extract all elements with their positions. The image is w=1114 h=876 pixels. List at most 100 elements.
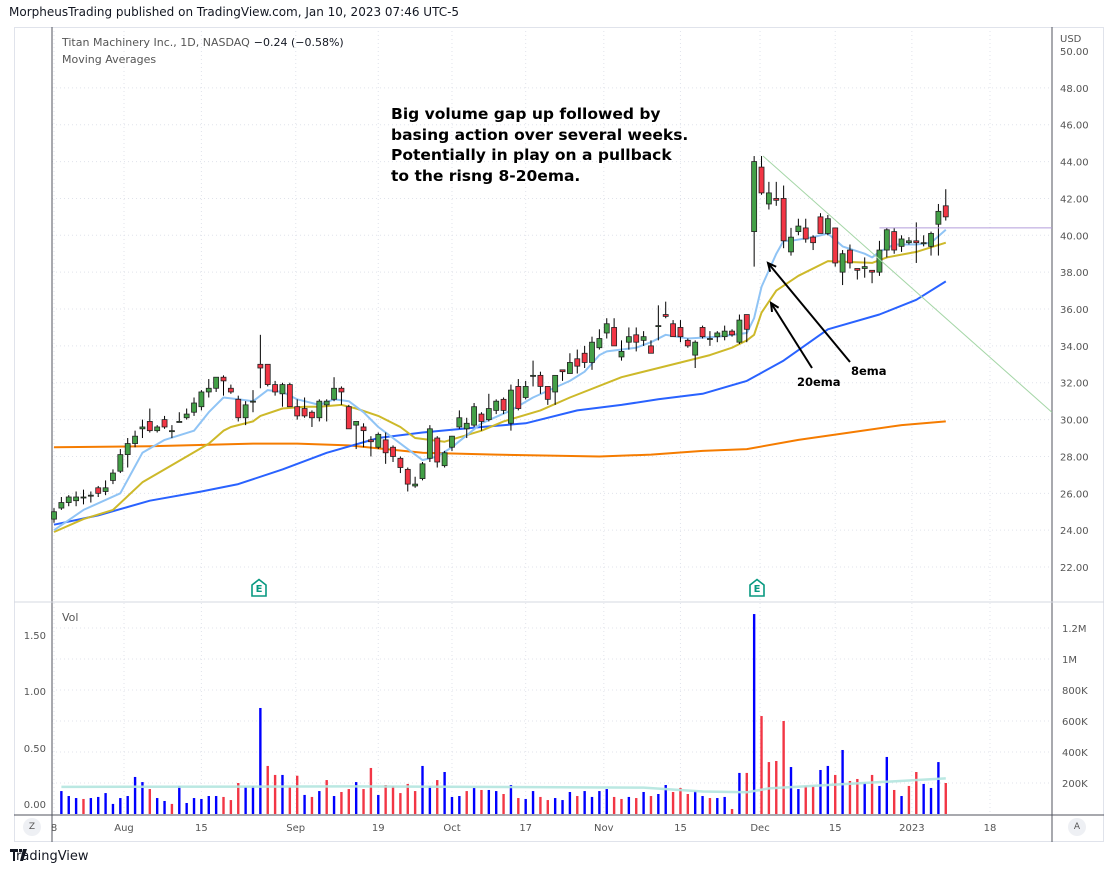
volume-bar	[664, 785, 667, 814]
indicator-legend[interactable]: Moving Averages	[62, 53, 157, 66]
candle-body	[301, 408, 308, 417]
candle-body	[368, 439, 374, 443]
candle	[323, 399, 330, 422]
volume-bar	[472, 787, 476, 814]
auto-scale-button[interactable]: A	[1068, 818, 1086, 836]
volume-tick-label: 200K	[1062, 779, 1088, 790]
left-volume-tick-label: 1.00	[24, 687, 46, 698]
candle	[227, 384, 234, 394]
candle-body	[839, 253, 846, 273]
trendline	[762, 155, 1053, 413]
candle	[508, 384, 514, 431]
candle-body	[891, 231, 898, 251]
volume-bar	[104, 793, 107, 814]
candle-body	[242, 404, 249, 419]
volume-bar	[561, 800, 564, 814]
volume-bar	[819, 769, 822, 814]
volume-bar	[443, 771, 446, 814]
candle	[412, 476, 419, 488]
candle	[648, 340, 654, 354]
volume-bar	[82, 798, 85, 814]
volume-bar	[892, 789, 896, 814]
publish-header: MorpheusTrading published on TradingView…	[9, 5, 460, 19]
candle-body	[441, 452, 448, 467]
volume-bar	[74, 798, 78, 814]
volume-bar	[413, 791, 417, 814]
candle-body	[765, 192, 772, 205]
earnings-marker[interactable]: E	[250, 578, 268, 598]
time-tick-label: Sep	[286, 823, 305, 834]
candle	[707, 331, 713, 346]
candle	[729, 329, 735, 337]
time-tick-label: 15	[674, 823, 687, 834]
candle	[213, 376, 220, 392]
volume-tick-label: 1.2M	[1062, 624, 1087, 635]
volume-bar	[369, 767, 373, 814]
volume-bar	[296, 775, 299, 814]
candle-body	[670, 323, 676, 338]
time-tick-label: Dec	[750, 823, 769, 834]
time-tick-label: 18	[984, 823, 997, 834]
candle-body	[272, 384, 279, 393]
volume-bar	[811, 785, 815, 814]
volume-tick-label: 1M	[1062, 655, 1077, 666]
volume-bar	[612, 796, 616, 814]
volume-bar	[502, 794, 505, 814]
candle-body	[883, 229, 890, 251]
time-tick-label: 2023	[899, 823, 924, 834]
zoom-button[interactable]: Z	[23, 818, 41, 836]
left-volume-tick-label: 0.00	[24, 800, 46, 811]
candle-body	[493, 400, 500, 411]
candle	[205, 379, 212, 398]
volume-bar	[730, 809, 734, 814]
ma-line-200sma	[53, 420, 946, 458]
candle	[426, 425, 433, 462]
candle	[191, 397, 197, 416]
candle	[449, 435, 455, 451]
volume-bar	[288, 787, 292, 814]
candle-body	[743, 314, 750, 330]
candle	[559, 369, 566, 381]
volume-bar	[804, 785, 807, 814]
volume-bar	[377, 794, 380, 814]
candle-body	[780, 198, 787, 242]
candle-body	[250, 400, 256, 403]
candle	[146, 408, 153, 433]
candle-body	[478, 413, 485, 422]
footer-brand[interactable]: TradingView	[10, 849, 89, 864]
ma-line-8ema	[53, 229, 947, 532]
volume-bar	[657, 794, 660, 814]
candle	[684, 338, 691, 348]
candle-body	[522, 386, 529, 398]
candle	[788, 227, 794, 256]
volume-bar	[752, 614, 756, 814]
symbol-legend[interactable]: Titan Machinery Inc., 1D, NASDAQ −0.24 (−…	[62, 36, 344, 49]
candle-body	[662, 314, 669, 317]
candle	[596, 329, 603, 350]
candle	[220, 375, 227, 396]
candle	[522, 380, 529, 400]
volume-bar	[487, 789, 491, 814]
candle-body	[928, 233, 934, 247]
volume-bar	[259, 707, 262, 814]
candle-body	[102, 487, 109, 492]
volume-legend[interactable]: Vol	[62, 611, 79, 624]
candle-body	[426, 428, 433, 459]
candle	[250, 390, 256, 413]
candle-body	[920, 242, 927, 245]
volume-bar	[465, 791, 468, 814]
candle	[286, 382, 293, 408]
symbol-title: Titan Machinery Inc., 1D, NASDAQ	[62, 36, 250, 49]
candle	[456, 410, 463, 429]
candle	[721, 325, 728, 341]
candle-body	[567, 362, 573, 374]
candle	[161, 415, 168, 429]
volume-bars	[60, 614, 947, 814]
volume-bar	[605, 789, 608, 814]
volume-bar	[686, 794, 690, 814]
candle-body	[515, 386, 522, 409]
left-volume-tick-label: 1.50	[24, 631, 46, 642]
time-tick-label: 15	[195, 823, 208, 834]
earnings-marker[interactable]: E	[748, 578, 766, 598]
